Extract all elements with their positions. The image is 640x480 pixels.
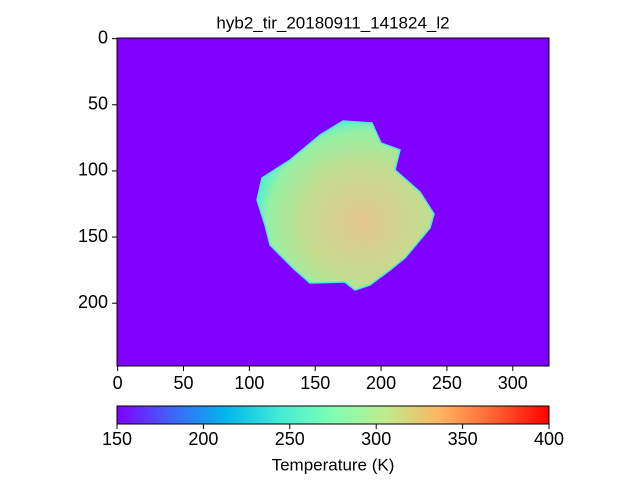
colorbar-tick-label: 250 xyxy=(275,429,305,449)
y-tick-label: 150 xyxy=(78,226,108,246)
colorbar-tick-label: 400 xyxy=(534,429,564,449)
colorbar-tick-label: 150 xyxy=(102,429,132,449)
x-tick-label: 250 xyxy=(432,373,462,393)
x-tick-label: 100 xyxy=(234,373,264,393)
y-tick-label: 200 xyxy=(78,292,108,312)
colorbar-label: Temperature (K) xyxy=(272,455,395,474)
y-tick-label: 50 xyxy=(88,94,108,114)
axes-frame xyxy=(116,37,550,367)
x-tick-label: 150 xyxy=(300,373,330,393)
x-tick-label: 0 xyxy=(113,373,123,393)
x-tick-label: 300 xyxy=(498,373,528,393)
asteroid xyxy=(256,120,435,291)
colorbar-tick-label: 300 xyxy=(361,429,391,449)
y-tick-label: 100 xyxy=(78,160,108,180)
x-tick-label: 200 xyxy=(366,373,396,393)
colorbar xyxy=(116,405,550,425)
x-tick-label: 50 xyxy=(173,373,193,393)
colorbar-tick-label: 200 xyxy=(188,429,218,449)
chart-title: hyb2_tir_20180911_141824_l2 xyxy=(216,13,449,32)
y-tick-label: 0 xyxy=(98,27,108,47)
colorbar-tick-label: 350 xyxy=(448,429,478,449)
